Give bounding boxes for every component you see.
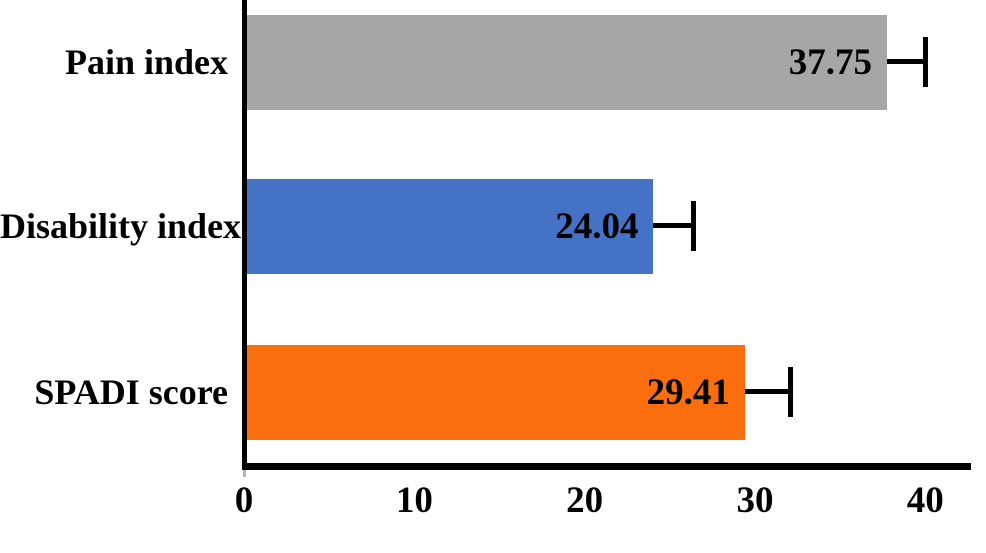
x-tick-label-0: 0: [234, 480, 254, 521]
error-bar-line: [744, 388, 789, 394]
category-label-pain-index: Pain index: [64, 41, 228, 82]
x-axis-line: [242, 463, 971, 470]
bar-spadi-score: 29.41: [247, 345, 745, 440]
error-bar-cap: [787, 366, 793, 417]
y-axis-line: [242, 0, 247, 470]
error-bar-line: [653, 222, 693, 228]
bar-value-label: 29.41: [646, 372, 730, 413]
x-tick-label-20: 20: [566, 480, 604, 521]
error-bar-line: [886, 58, 925, 64]
x-tick-label-10: 10: [395, 480, 433, 521]
error-bar-cap: [691, 200, 697, 251]
x-tick-label-30: 30: [736, 480, 774, 521]
error-bar-cap: [923, 36, 929, 87]
x-tick-label-40: 40: [906, 480, 944, 521]
bar-disability-index: 24.04: [247, 179, 654, 274]
bar-pain-index: 37.75: [247, 15, 887, 110]
bar-value-label: 37.75: [788, 42, 872, 83]
bar-value-label: 24.04: [555, 206, 639, 247]
x-axis-zero-tick: [243, 470, 246, 477]
category-label-disability-index: Disability index: [0, 205, 242, 246]
category-label-spadi-score: SPADI score: [34, 371, 228, 412]
